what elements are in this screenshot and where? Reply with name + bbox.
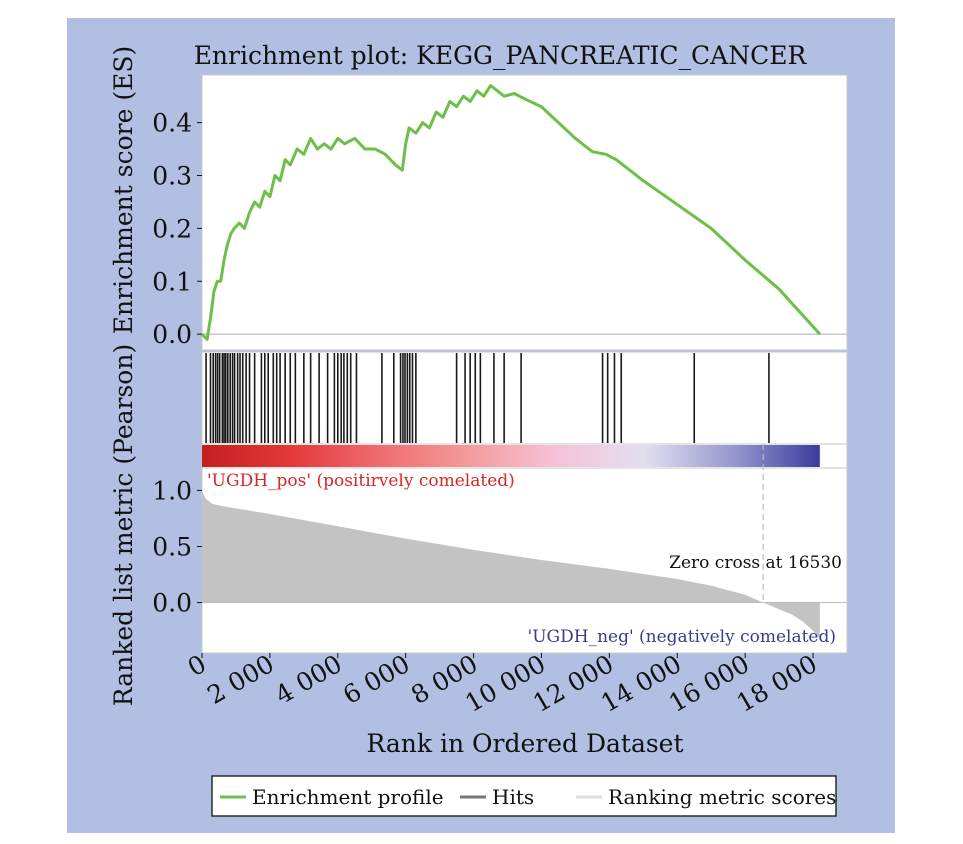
rank-y-axis: 0.0 0.5 1.0 <box>152 476 202 618</box>
legend-label-ranking: Ranking metric scores <box>608 785 836 809</box>
ranking-metric-area <box>202 490 820 639</box>
rank-y-axis-label: Ranked list metric (Pearson) <box>109 344 138 706</box>
legend-box <box>211 775 837 817</box>
rank-y-tick-label: 0.0 <box>152 589 192 618</box>
es-y-tick-label: 0.4 <box>152 109 192 138</box>
legend: Enrichment profile Hits Ranking metric s… <box>211 775 837 817</box>
negative-correlation-label: 'UGDH_neg' (negatively comelated) <box>528 627 836 647</box>
zero-cross-label: Zero cross at 16530 <box>669 553 842 573</box>
ranking-color-bar <box>202 445 820 467</box>
es-y-axis: 0.0 0.1 0.2 0.3 0.4 <box>152 109 202 349</box>
chart-title: Enrichment plot: KEGG_PANCREATIC_CANCER <box>194 41 808 70</box>
es-y-tick-label: 0.2 <box>152 214 192 243</box>
x-axis-label: Rank in Ordered Dataset <box>366 729 683 758</box>
es-y-tick-label: 0.1 <box>152 267 192 296</box>
es-panel <box>201 74 848 351</box>
positive-correlation-label: 'UGDH_pos' (positirvely comelated) <box>207 471 515 491</box>
enrichment-profile-line <box>200 84 821 341</box>
es-y-axis-label: Enrichment score (ES) <box>109 46 138 334</box>
hits-marks <box>205 353 770 443</box>
es-y-tick-label: 0.0 <box>152 320 192 349</box>
es-y-tick-label: 0.3 <box>152 161 192 190</box>
legend-label-hits: Hits <box>492 785 534 809</box>
rank-y-tick-label: 1.0 <box>152 476 192 505</box>
rank-y-tick-label: 0.5 <box>152 532 192 561</box>
hits-panel <box>201 351 848 445</box>
legend-label-enrichment: Enrichment profile <box>252 785 444 809</box>
